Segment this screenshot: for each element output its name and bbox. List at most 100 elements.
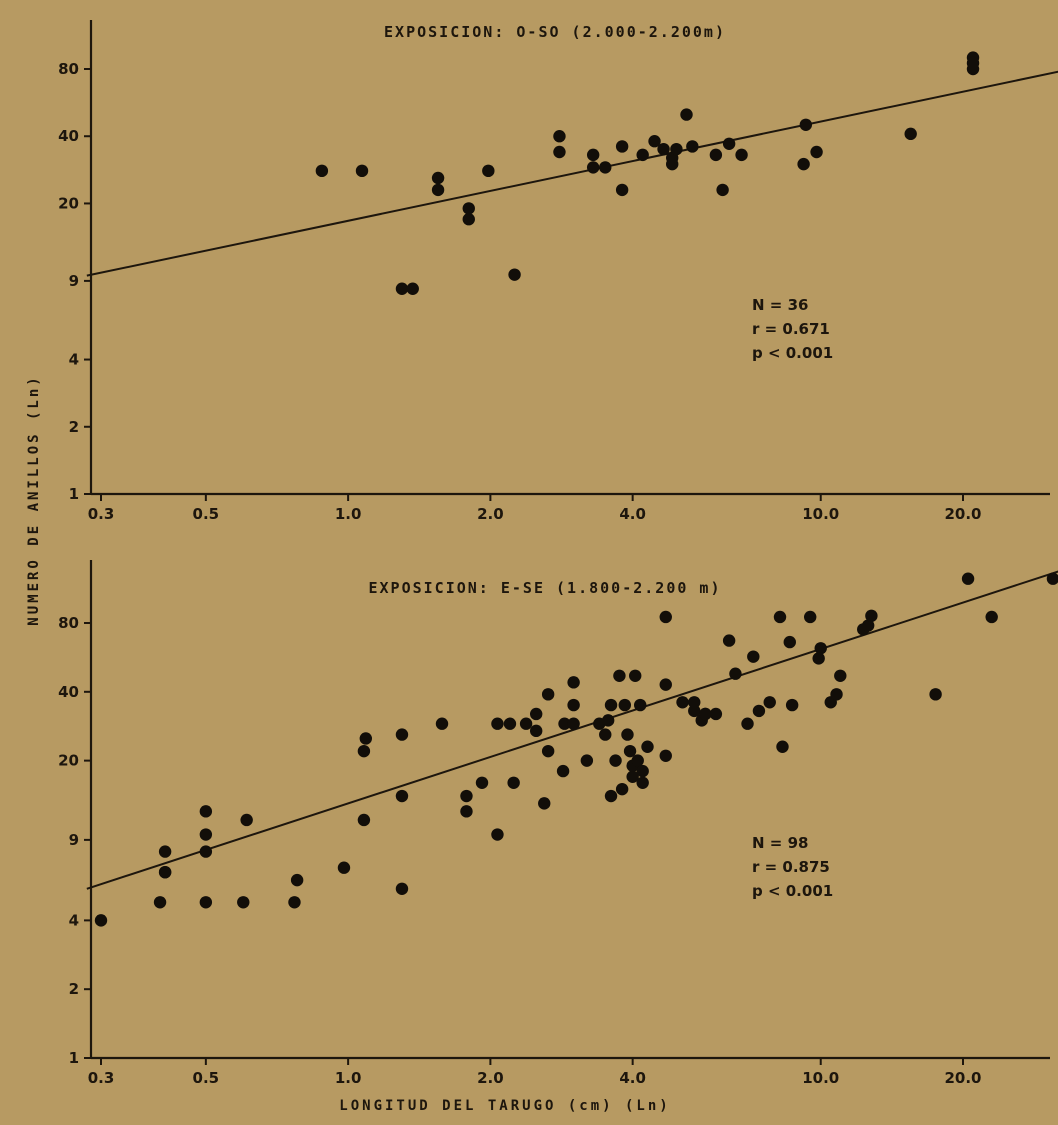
stat-p: p < 0.001 xyxy=(752,344,833,362)
data-points xyxy=(315,51,980,295)
data-point xyxy=(507,776,520,789)
data-point xyxy=(435,717,449,730)
data-point xyxy=(623,744,637,758)
data-point xyxy=(830,688,843,701)
data-point xyxy=(834,669,847,682)
data-point xyxy=(961,572,975,585)
data-point xyxy=(240,813,253,827)
data-point xyxy=(431,171,445,185)
chart-title-e-se: EXPOSICION: E-SE (1.800-2.200 m) xyxy=(369,579,722,597)
x-tick-label: 2.0 xyxy=(477,1069,504,1087)
data-point xyxy=(567,698,580,712)
data-point xyxy=(460,805,473,818)
data-point xyxy=(688,696,701,709)
data-point xyxy=(812,652,825,665)
x-tick-label: 0.5 xyxy=(193,1069,220,1087)
y-tick-label: 1 xyxy=(69,1049,79,1067)
y-tick-label: 40 xyxy=(58,683,79,701)
data-point xyxy=(615,782,629,796)
stat-r: r = 0.875 xyxy=(752,858,830,876)
data-point xyxy=(199,896,213,909)
regression-line xyxy=(86,570,1058,890)
data-point xyxy=(503,717,517,730)
x-tick-label: 1.0 xyxy=(335,505,362,523)
x-tick-label: 2.0 xyxy=(477,505,504,523)
data-point xyxy=(553,145,566,159)
data-point xyxy=(810,145,823,159)
data-point xyxy=(709,148,723,162)
data-point xyxy=(395,282,409,295)
data-point xyxy=(541,688,555,701)
x-tick-label: 4.0 xyxy=(619,505,646,523)
data-point xyxy=(315,164,329,178)
data-point xyxy=(355,164,369,178)
data-point xyxy=(735,148,748,162)
data-point xyxy=(519,717,533,730)
data-point xyxy=(538,797,551,810)
data-point xyxy=(158,865,172,879)
data-point xyxy=(626,770,639,783)
data-point xyxy=(861,619,875,632)
data-point xyxy=(680,108,693,121)
x-tick-label: 20.0 xyxy=(944,505,981,523)
y-tick-label: 4 xyxy=(69,911,79,929)
data-point xyxy=(395,882,409,895)
y-tick-label: 40 xyxy=(58,127,79,145)
data-point xyxy=(686,140,699,153)
data-point xyxy=(567,717,580,730)
data-point xyxy=(508,268,521,281)
data-point xyxy=(599,161,612,174)
data-point xyxy=(636,764,649,778)
data-point xyxy=(722,137,736,150)
x-tick-label: 1.0 xyxy=(335,1069,362,1087)
data-point xyxy=(804,610,817,624)
data-point xyxy=(814,642,827,655)
data-point xyxy=(659,610,672,624)
data-point xyxy=(747,650,760,663)
y-tick-label: 9 xyxy=(69,272,79,290)
data-points xyxy=(94,572,1058,927)
data-point xyxy=(641,740,654,753)
data-point xyxy=(865,609,878,623)
data-point xyxy=(337,861,351,874)
y-tick-label: 9 xyxy=(69,831,79,849)
x-tick-label: 0.3 xyxy=(88,505,115,523)
data-point xyxy=(599,728,612,741)
data-point xyxy=(722,634,736,647)
data-point xyxy=(729,667,742,680)
data-point xyxy=(395,728,409,741)
data-point xyxy=(357,813,371,827)
data-point xyxy=(776,740,789,753)
data-point xyxy=(586,161,600,174)
data-point xyxy=(357,744,371,758)
data-point xyxy=(406,282,419,295)
data-point xyxy=(699,707,712,721)
data-point xyxy=(615,140,629,153)
data-point xyxy=(670,142,683,156)
data-point xyxy=(657,142,670,156)
data-point xyxy=(556,764,570,778)
data-point xyxy=(462,213,475,226)
data-point xyxy=(580,754,594,767)
data-point xyxy=(460,789,473,803)
panel-e-se: EXPOSICION: E-SE (1.800-2.200 m) 1 2 4 9 20 4… xyxy=(58,560,1058,1087)
data-point xyxy=(709,707,723,721)
data-point xyxy=(716,183,729,197)
data-point xyxy=(553,130,566,143)
x-tick-label: 0.3 xyxy=(88,1069,115,1087)
data-point xyxy=(785,698,799,712)
data-point xyxy=(237,896,250,909)
stat-n: N = 98 xyxy=(752,834,808,852)
data-point xyxy=(613,669,626,682)
data-point xyxy=(158,845,172,858)
panel-o-so: EXPOSICION: O-SO (2.000-2.200m) 1 2 4 9 20 40… xyxy=(58,20,1058,523)
data-point xyxy=(475,776,489,789)
y-tick-label: 1 xyxy=(69,485,79,503)
data-point xyxy=(783,635,796,649)
data-point xyxy=(636,776,649,789)
x-axis-title: LONGITUD DEL TARUGO (cm) (Ln) xyxy=(339,1098,670,1114)
stat-n: N = 36 xyxy=(752,296,808,314)
data-point xyxy=(636,148,649,162)
